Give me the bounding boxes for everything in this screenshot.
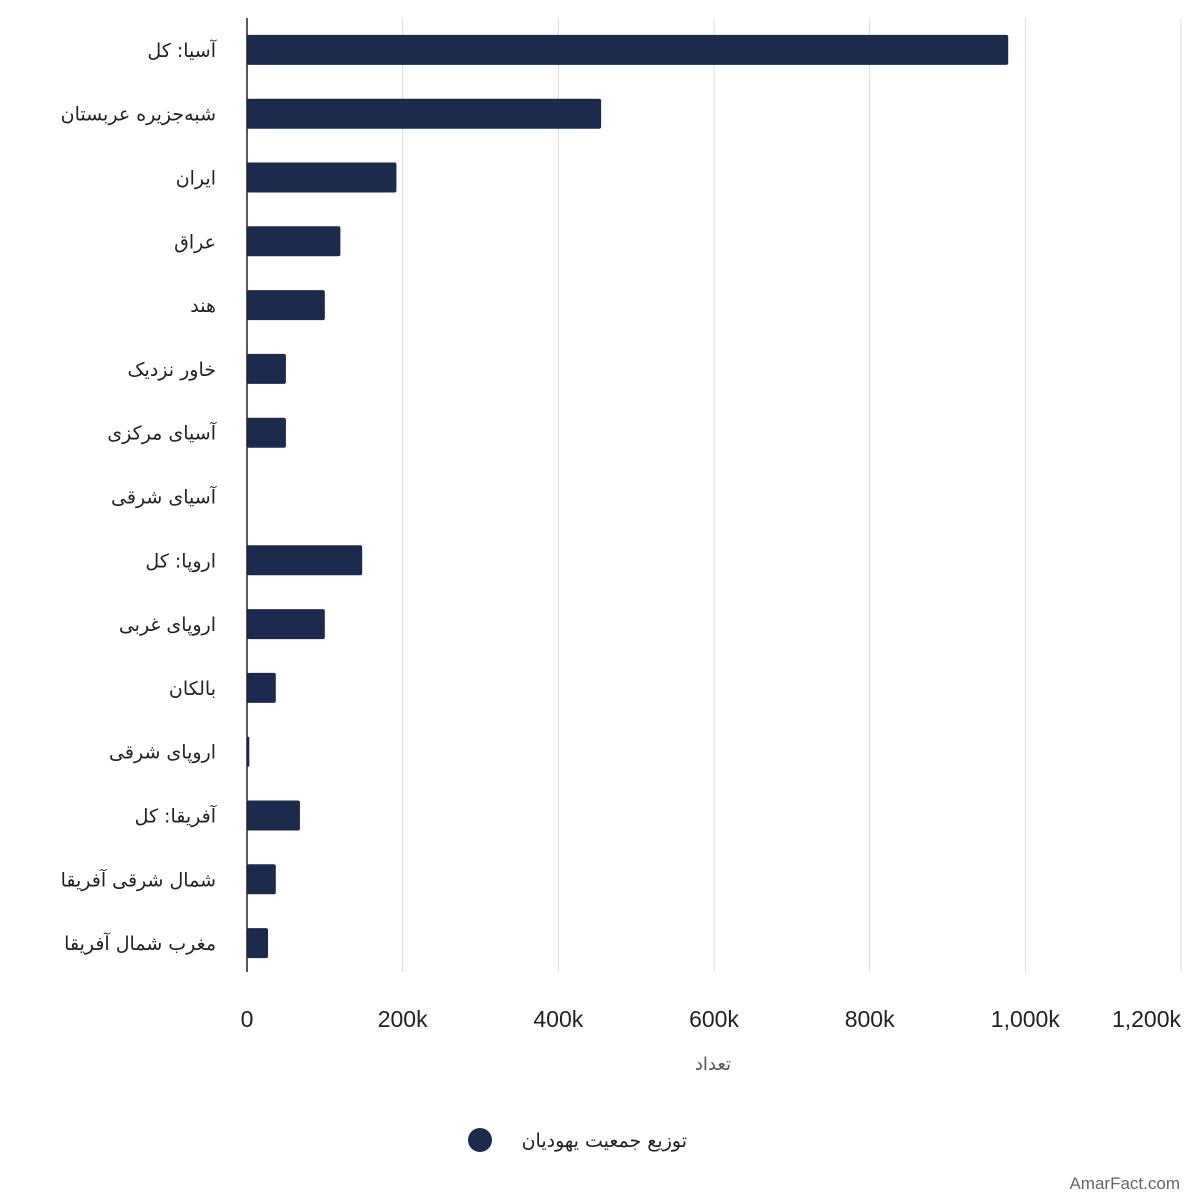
bars [247, 34, 1009, 959]
category-labels: آسیا: کل شبه‌جزیره عربستان ایران عراق هند خاو… [61, 38, 217, 955]
category-label: آفریقا: کل [135, 804, 217, 828]
category-label: بالکان [169, 678, 216, 700]
category-label: آسیای مرکزی [107, 421, 216, 445]
legend-label: توزیع جمعیت یهودیان [522, 1130, 687, 1152]
category-label: اروپای شرقی [109, 742, 216, 764]
category-label: عراق [174, 231, 216, 253]
bar [247, 928, 269, 959]
bar [247, 98, 602, 129]
x-tick-label: 400k [533, 1006, 583, 1032]
bar [247, 353, 286, 384]
watermark: AmarFact.com [1069, 1174, 1180, 1193]
category-label: آسیای شرقی [111, 485, 217, 509]
x-tick-label: 800k [845, 1006, 895, 1032]
bar [247, 672, 276, 703]
category-label: اروپای غربی [119, 614, 216, 636]
x-tick-label: 0 [241, 1006, 254, 1032]
bar [247, 545, 363, 576]
gridlines [402, 18, 1182, 972]
x-tick-labels: 0 200k 400k 600k 800k 1,000k 1,200k [241, 1006, 1182, 1032]
bar [247, 800, 300, 831]
x-tick-label: 1,200k [1112, 1006, 1182, 1032]
legend-swatch [468, 1128, 492, 1152]
bar [247, 290, 325, 321]
x-tick-label: 600k [689, 1006, 739, 1032]
legend[interactable]: توزیع جمعیت یهودیان [468, 1128, 687, 1152]
category-label: آسیا: کل [147, 38, 216, 62]
x-tick-label: 1,000k [991, 1006, 1061, 1032]
category-label: هند [190, 295, 216, 317]
category-label: مغرب شمال آفریقا [64, 931, 216, 955]
bar [247, 162, 397, 193]
bar [247, 34, 1009, 65]
x-axis-title: تعداد [695, 1054, 731, 1075]
category-label: شبه‌جزیره عربستان [61, 104, 216, 126]
x-tick-label: 200k [378, 1006, 428, 1032]
category-label: شمال شرقی آفریقا [61, 867, 216, 891]
category-label: ایران [176, 168, 216, 190]
bar [247, 609, 325, 640]
category-label: خاور نزدیک [128, 359, 216, 381]
bar [247, 864, 276, 895]
bar [247, 417, 286, 448]
category-label: اروپا: کل [145, 550, 216, 572]
bar [247, 226, 341, 257]
